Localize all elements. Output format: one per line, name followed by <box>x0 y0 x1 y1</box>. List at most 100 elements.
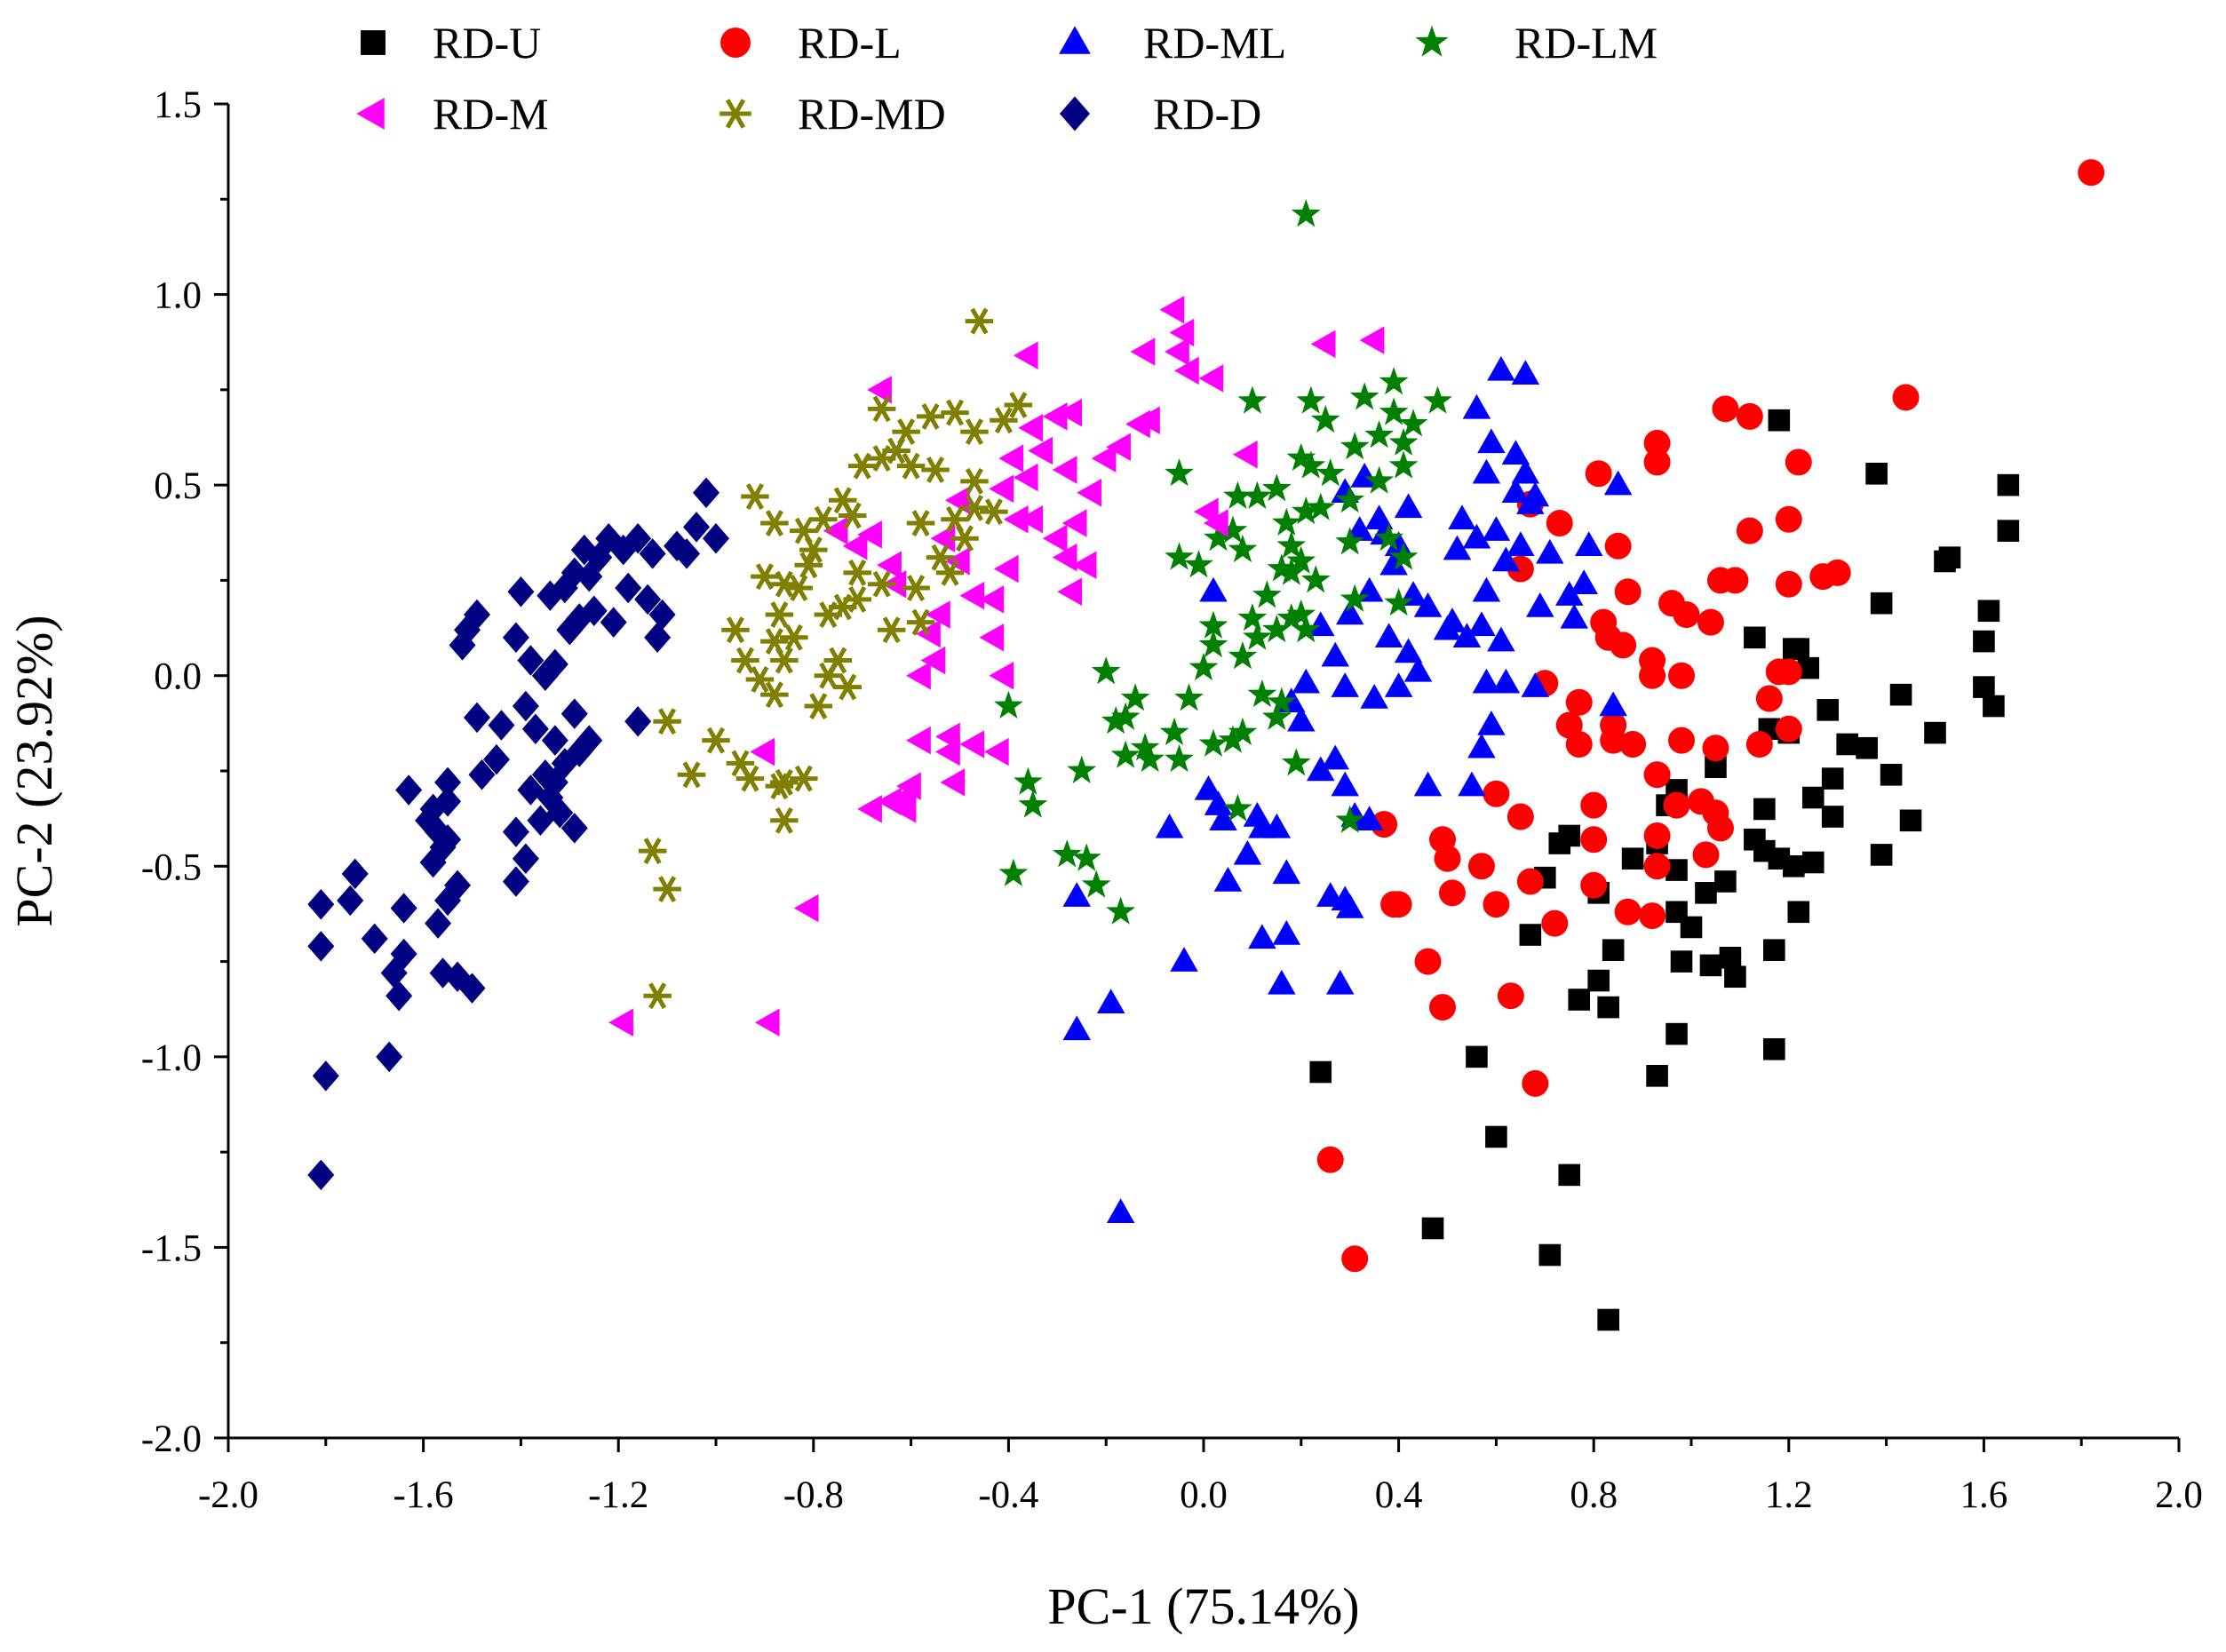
data-point <box>502 622 529 654</box>
data-point <box>960 418 989 446</box>
data-point <box>790 765 818 792</box>
data-point <box>741 483 769 510</box>
data-point <box>1429 994 1457 1021</box>
data-point <box>990 407 1018 434</box>
data-point <box>648 599 676 631</box>
data-point <box>1057 398 1083 427</box>
data-point <box>1639 902 1666 930</box>
data-point <box>1042 402 1068 431</box>
data-point <box>979 585 1005 614</box>
data-point <box>1643 822 1671 849</box>
data-point <box>307 931 335 962</box>
data-point <box>1753 798 1776 821</box>
legend-marker-rd-d <box>1060 96 1090 131</box>
data-point <box>1614 578 1642 606</box>
data-point <box>1052 839 1082 868</box>
data-point <box>1013 341 1038 369</box>
data-point <box>1706 814 1734 842</box>
data-point <box>980 498 1008 526</box>
data-point <box>1801 851 1825 874</box>
data-point <box>1335 600 1364 625</box>
data-point <box>1018 505 1044 534</box>
data-point <box>1286 599 1316 627</box>
y-tick-label: 0.5 <box>154 465 202 507</box>
data-point <box>1159 295 1185 324</box>
data-point <box>639 538 666 569</box>
data-point <box>434 766 462 798</box>
data-point <box>444 870 472 901</box>
data-point <box>1483 891 1510 918</box>
data-point <box>1106 433 1131 461</box>
data-point <box>653 708 681 735</box>
data-point <box>1018 790 1048 818</box>
data-point <box>1643 429 1671 457</box>
data-point <box>361 923 388 955</box>
data-point <box>1198 610 1228 639</box>
data-point <box>683 512 711 543</box>
data-point <box>1174 356 1199 385</box>
data-point <box>1300 565 1331 593</box>
data-point <box>1599 691 1627 717</box>
y-tick-label: -0.5 <box>141 846 202 888</box>
data-point <box>1603 470 1633 496</box>
data-point <box>993 554 1019 584</box>
data-point <box>1610 631 1637 659</box>
data-point <box>1272 859 1301 885</box>
data-point <box>1448 504 1476 530</box>
data-point <box>891 795 917 823</box>
data-point <box>1003 505 1029 534</box>
data-point <box>1261 702 1292 730</box>
legend-marker-rd-ml <box>1059 26 1091 54</box>
data-point <box>1775 658 1802 686</box>
data-point <box>1388 542 1419 570</box>
data-point <box>1491 546 1521 572</box>
data-point <box>1321 744 1349 770</box>
data-point <box>1585 460 1612 488</box>
data-point <box>1310 404 1340 433</box>
data-point <box>1558 1164 1581 1187</box>
data-point <box>1719 946 1742 969</box>
data-point <box>1646 1065 1668 1087</box>
data-point <box>1443 535 1472 560</box>
data-point <box>419 846 447 878</box>
data-point <box>1565 730 1593 758</box>
data-point <box>643 982 672 1010</box>
data-point <box>541 725 568 756</box>
data-point <box>1194 774 1223 800</box>
data-point <box>989 661 1014 690</box>
data-point <box>1821 806 1844 828</box>
x-tick-label: 0.8 <box>1570 1474 1618 1516</box>
data-point <box>857 795 882 823</box>
y-tick-label: 0.0 <box>154 656 202 698</box>
data-point <box>1384 672 1413 697</box>
data-point <box>735 765 765 792</box>
data-point <box>1071 843 1101 871</box>
legend-marker-rd-u <box>361 30 386 55</box>
series-rd-l <box>1316 159 2105 1273</box>
data-point <box>1526 592 1554 617</box>
data-point <box>1292 668 1321 694</box>
data-point <box>1071 551 1097 580</box>
data-point <box>1568 989 1591 1011</box>
data-point <box>1892 384 1920 411</box>
data-point <box>1639 662 1666 689</box>
data-point <box>745 666 775 693</box>
data-point <box>1801 786 1825 809</box>
data-point <box>926 600 950 629</box>
data-point <box>896 452 926 480</box>
data-point <box>960 494 989 521</box>
data-point <box>1511 458 1540 484</box>
data-point <box>693 477 720 508</box>
data-point <box>941 399 969 426</box>
data-point <box>979 623 1005 652</box>
data-point <box>1580 826 1608 854</box>
data-point <box>664 530 691 562</box>
legend: RD-U RD-L RD-ML RD-LM RD-M RD-MD RD-D <box>356 18 1658 139</box>
data-point <box>916 402 945 430</box>
data-point <box>1938 546 1961 568</box>
data-point <box>794 552 823 579</box>
data-point <box>1501 440 1530 465</box>
data-point <box>1218 725 1248 753</box>
data-point <box>1243 481 1272 509</box>
data-point <box>1458 771 1486 797</box>
